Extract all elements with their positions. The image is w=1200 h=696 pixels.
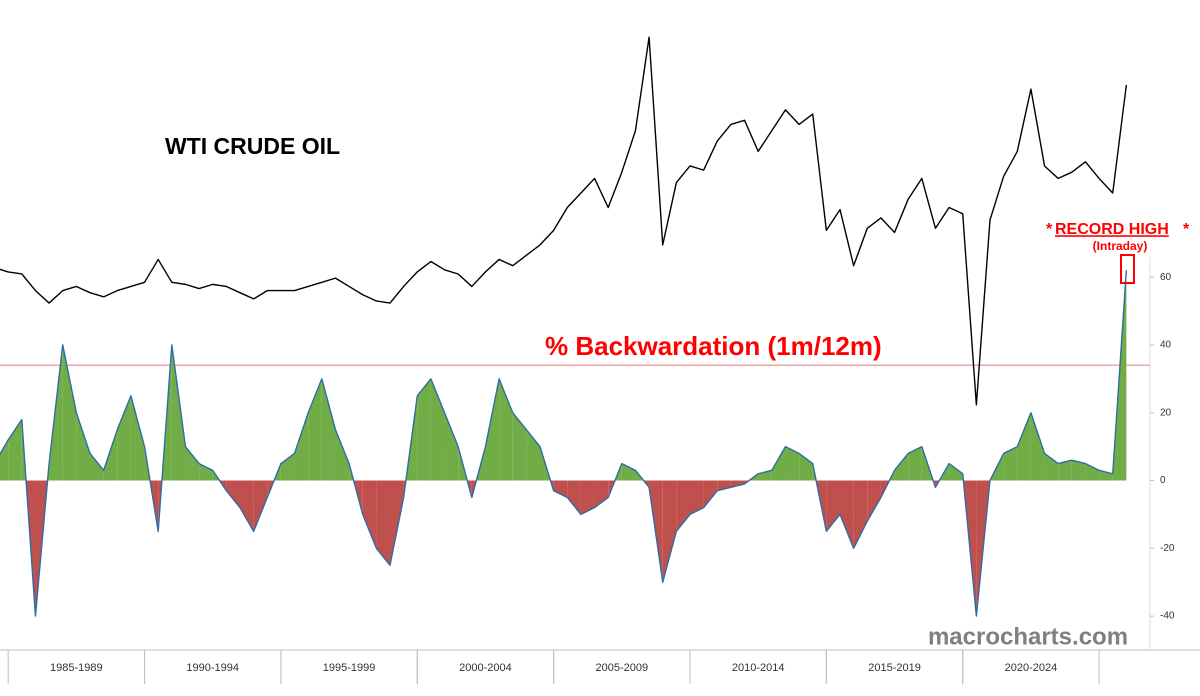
backwardation-line [0, 270, 1128, 617]
area-fill [226, 480, 240, 508]
record-high-label: RECORD HIGH [1055, 221, 1169, 238]
area-fill [867, 480, 881, 522]
area-fill [444, 412, 459, 481]
area-fill [1003, 446, 1018, 481]
area-fill [199, 463, 213, 481]
area-fill [8, 419, 22, 481]
area-fill [894, 453, 909, 481]
x-tick-label: 2020-2024 [1005, 662, 1058, 674]
plot-area: 1985-1989 1990-1994 1995-1999 2000-2004 2005… [0, 36, 1200, 684]
area-fill [0, 439, 9, 481]
area-fill [567, 480, 581, 515]
area-fill [90, 453, 104, 481]
watermark: macrocharts.com [928, 623, 1128, 650]
area-fill [280, 453, 295, 481]
area-fill [1030, 412, 1045, 481]
area-fill [730, 480, 745, 488]
area-fill [949, 463, 963, 481]
area-fill [771, 446, 786, 481]
area-fill [253, 480, 268, 532]
area-fill [321, 378, 336, 481]
area-fill [1044, 453, 1059, 481]
x-tick-label: 2015-2019 [868, 662, 921, 674]
backwardation-label: % Backwardation (1m/12m) [545, 331, 882, 361]
x-tick-label: 2000-2004 [459, 662, 512, 674]
y-tick-label: -40 [1160, 611, 1175, 622]
area-fill [171, 344, 186, 481]
y-tick-label: -20 [1160, 543, 1175, 554]
area-fill [376, 480, 390, 566]
area-fill [826, 480, 840, 532]
area-fill [362, 480, 377, 549]
area-fill [512, 412, 527, 481]
area-fill [417, 378, 431, 481]
area-fill [785, 446, 800, 481]
area-fill [676, 480, 690, 532]
x-tick-label: 2010-2014 [732, 662, 785, 674]
area-fill [240, 480, 254, 532]
area-fill [526, 429, 540, 481]
area-fill [1071, 460, 1086, 481]
area-fill [799, 453, 813, 481]
y-tick-label: 60 [1160, 272, 1172, 283]
area-fill [62, 344, 77, 481]
area-fill [703, 480, 718, 508]
area-fill [840, 480, 854, 549]
record-star-left: * [1046, 221, 1053, 238]
x-tick-label: 2005-2009 [596, 662, 649, 674]
area-fill [430, 378, 445, 481]
area-fill [1099, 470, 1113, 481]
area-fill [853, 480, 868, 549]
area-fill [1085, 463, 1100, 481]
area-fill [1058, 460, 1072, 481]
area-fill [103, 429, 118, 481]
record-highlight-box [1120, 254, 1135, 284]
x-tick-label: 1995-1999 [323, 662, 376, 674]
intraday-label: (Intraday) [1093, 239, 1148, 253]
area-fill [690, 480, 704, 515]
area-fill [621, 463, 636, 481]
x-tick-label: 1985-1989 [50, 662, 103, 674]
area-fill [485, 378, 500, 481]
area-fill [499, 378, 513, 481]
area-fill [294, 412, 309, 481]
area-fill [553, 480, 568, 498]
y-tick-label: 40 [1160, 340, 1172, 351]
area-fill [662, 480, 677, 583]
record-star-right: * [1183, 221, 1190, 238]
area-fill [908, 446, 922, 481]
area-fill [580, 480, 595, 515]
area-fill [308, 378, 322, 481]
area-fill [130, 395, 145, 481]
area-fill [76, 412, 90, 481]
area-fill [117, 395, 131, 481]
oil-line [0, 36, 1128, 406]
y-tick-label: 0 [1160, 475, 1166, 486]
area-fill [335, 429, 350, 481]
area-fill [594, 480, 609, 508]
area-fill [390, 480, 404, 566]
area-fill [185, 446, 200, 481]
y-tick-label: 20 [1160, 407, 1172, 418]
area-fill [1017, 412, 1031, 481]
oil-label: WTI CRUDE OIL [165, 133, 340, 159]
x-tick-label: 1990-1994 [186, 662, 239, 674]
